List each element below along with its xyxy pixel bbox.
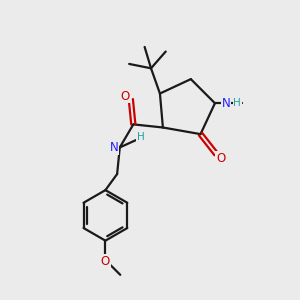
Text: N: N — [110, 141, 118, 154]
Text: H: H — [233, 98, 241, 108]
Text: O: O — [101, 255, 110, 268]
Text: O: O — [216, 152, 225, 165]
Text: O: O — [121, 90, 130, 103]
Text: H: H — [137, 132, 145, 142]
Text: N: N — [221, 97, 230, 110]
